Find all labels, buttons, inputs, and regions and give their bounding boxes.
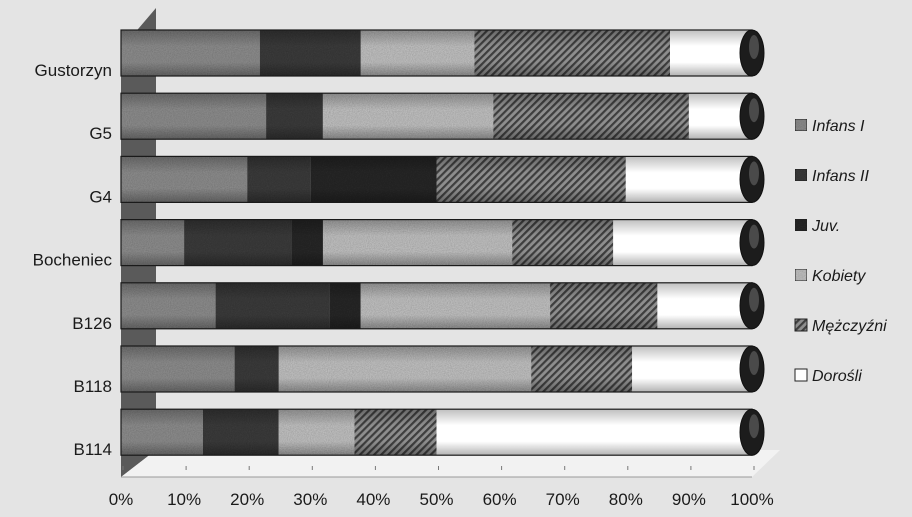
bars-layer: [120, 29, 765, 456]
bar-end-cap-highlight: [749, 98, 759, 123]
bar-shading: [121, 282, 752, 329]
category-labels: Gustorzyn G5 G4 Bocheniec B126 B118 B114: [33, 61, 113, 459]
category-label-b126: B126: [72, 314, 112, 333]
legend-label-juv: Juv.: [811, 218, 840, 235]
x-tick-label: 20%: [230, 490, 264, 509]
x-tick-label: 80%: [609, 490, 643, 509]
legend-swatch-mezczyzni: [794, 318, 808, 332]
bar-end-cap-highlight: [749, 414, 759, 439]
category-label-bocheniec: Bocheniec: [33, 251, 113, 270]
legend-label-infans-ii: Infans II: [812, 168, 869, 185]
bar-shading: [121, 219, 752, 266]
legend-item-juv: Juv.: [794, 218, 840, 235]
bar-end-cap-highlight: [749, 287, 759, 312]
bar-shading: [121, 346, 752, 392]
category-label-g4: G4: [89, 187, 112, 206]
x-tick-label: 60%: [483, 490, 517, 509]
legend-item-kobiety: Kobiety: [794, 268, 866, 285]
bar-shading: [121, 30, 752, 76]
legend-swatch-infans-i: [794, 118, 808, 132]
x-tick-label: 10%: [167, 490, 201, 509]
bar-end-cap-highlight: [749, 161, 759, 186]
legend-swatch-kobiety: [794, 268, 808, 282]
bar-row-gustorzyn: [120, 29, 765, 77]
category-label-b114: B114: [74, 440, 112, 459]
category-label-g5: G5: [89, 124, 112, 143]
legend-swatch-juv: [794, 218, 808, 232]
chart-floor: [121, 450, 780, 477]
x-tick-label: 90%: [672, 490, 706, 509]
category-label-b118: B118: [74, 377, 112, 396]
bar-row-bocheniec: [120, 219, 765, 267]
x-tick-label: 0%: [109, 490, 134, 509]
bar-end-cap-highlight: [749, 224, 759, 249]
legend-item-infans-i: Infans I: [794, 118, 865, 135]
bar-row-b114: [120, 408, 765, 456]
bar-end-cap-highlight: [749, 351, 759, 375]
bar-row-g4: [120, 155, 765, 203]
bar-shading: [121, 156, 752, 203]
legend-item-infans-ii: Infans II: [794, 168, 869, 185]
x-axis-ticks: 0% 10% 20% 30% 40% 50% 60% 70% 80% 90% 100%: [109, 466, 774, 509]
legend-label-kobiety: Kobiety: [812, 268, 866, 285]
x-tick-label: 30%: [293, 490, 327, 509]
bar-end-cap-highlight: [749, 35, 759, 59]
x-tick-label: 100%: [730, 490, 773, 509]
x-tick-label: 50%: [419, 490, 453, 509]
legend: Infans I Infans II Juv. Kobiety Mężczyźni Dor…: [794, 118, 887, 385]
category-label-gustorzyn: Gustorzyn: [35, 61, 112, 80]
bar-shading: [121, 93, 752, 140]
legend-swatch-infans-ii: [794, 168, 808, 182]
legend-label-infans-i: Infans I: [812, 118, 865, 135]
x-tick-label: 40%: [356, 490, 390, 509]
legend-label-dorosli: Dorośli: [812, 368, 862, 385]
legend-label-mezczyzni: Mężczyźni: [812, 318, 887, 335]
bar-shading: [121, 409, 752, 456]
legend-item-mezczyzni: Mężczyźni: [794, 318, 887, 335]
legend-swatch-dorosli: [794, 368, 808, 382]
legend-item-dorosli: Dorośli: [794, 368, 862, 385]
bar-row-g5: [120, 92, 765, 140]
bar-row-b118: [120, 345, 765, 393]
bar-row-b126: [120, 282, 765, 330]
x-tick-label: 70%: [546, 490, 580, 509]
